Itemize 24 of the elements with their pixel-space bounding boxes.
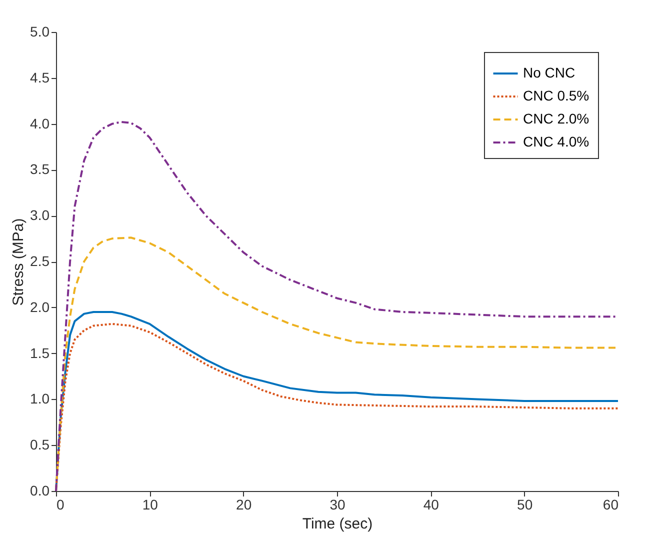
- y-tick-label: 0.5: [30, 436, 50, 453]
- y-tick-label: 3.0: [30, 207, 50, 224]
- y-tick-label: 2.5: [30, 253, 50, 269]
- legend-label: CNC 4.0%: [523, 134, 590, 150]
- y-tick-label: 1.0: [30, 390, 50, 407]
- y-tick-label: 1.5: [30, 344, 50, 361]
- x-tick-label: 50: [517, 496, 533, 512]
- y-tick-label: 3.5: [30, 161, 50, 178]
- legend-label: No CNC: [523, 64, 576, 80]
- x-tick-label: 10: [142, 496, 158, 512]
- y-axis-title: Stress (MPa): [10, 218, 28, 306]
- y-tick-label: 0.0: [30, 482, 50, 498]
- y-tick-label: 2.0: [30, 298, 50, 315]
- x-tick-label: 0: [56, 496, 64, 512]
- x-tick-label: 60: [602, 496, 619, 512]
- y-tick-label: 4.5: [30, 69, 50, 86]
- x-tick-label: 40: [423, 496, 440, 512]
- y-tick-label: 4.0: [30, 115, 50, 132]
- x-axis-title: Time (sec): [302, 516, 373, 532]
- legend-label: CNC 0.5%: [523, 88, 590, 104]
- legend-label: CNC 2.0%: [523, 110, 590, 126]
- x-tick-label: 20: [236, 496, 252, 512]
- x-tick-label: 30: [330, 496, 346, 512]
- y-tick-label: 5.0: [30, 24, 50, 40]
